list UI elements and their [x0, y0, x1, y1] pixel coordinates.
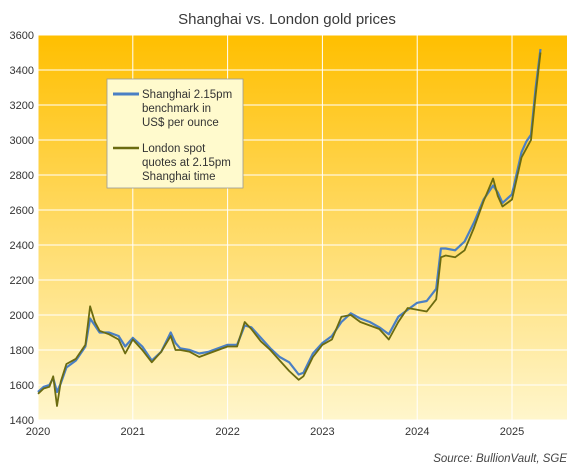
legend: Shanghai 2.15pm benchmark in US$ per oun…	[106, 78, 244, 189]
y-tick-label: 1600	[10, 380, 34, 392]
y-tick-label: 2200	[10, 275, 34, 287]
x-tick-label: 2022	[215, 426, 239, 438]
x-tick-label: 2023	[310, 426, 334, 438]
y-axis: 1400 1600 1800 2000 2200 2400 2600 2800 3000 3200…	[10, 30, 34, 427]
legend-shanghai-line-1: Shanghai 2.15pm	[142, 89, 232, 101]
series-line-shanghai	[37, 48, 542, 394]
y-tick-label: 2800	[10, 170, 34, 182]
legend-label-shanghai: Shanghai 2.15pm benchmark in US$ per oun…	[142, 89, 235, 129]
legend-box	[106, 78, 244, 189]
y-tick-label: 2600	[10, 205, 34, 217]
y-tick-label: 1800	[10, 345, 34, 357]
y-tick-label: 3200	[10, 100, 34, 112]
y-tick-label: 3000	[10, 135, 34, 147]
x-tick-label: 2020	[26, 426, 50, 438]
chart-title: Shanghai vs. London gold prices	[178, 11, 396, 28]
y-tick-label: 2400	[10, 240, 34, 252]
y-tick-label: 1400	[10, 415, 34, 427]
legend-label-london: London spot quotes at 2.15pm Shanghai ti…	[142, 143, 234, 183]
source-note: Source: BullionVault, SGE	[433, 453, 567, 465]
y-tick-label: 3600	[10, 30, 34, 42]
y-tick-label: 3400	[10, 65, 34, 77]
x-tick-label: 2024	[405, 426, 429, 438]
legend-london-line-3: Shanghai time	[142, 171, 216, 183]
legend-shanghai-line-3: US$ per ounce	[142, 117, 219, 129]
x-tick-label: 2025	[500, 426, 524, 438]
legend-shanghai-line-2: benchmark in	[142, 103, 211, 115]
x-axis: 2020 2021 2022 2023 2024 2025	[26, 426, 524, 438]
legend-london-line-1: London spot	[142, 143, 206, 155]
y-tick-label: 2000	[10, 310, 34, 322]
series-line-london	[37, 52, 542, 407]
legend-london-line-2: quotes at 2.15pm	[142, 157, 231, 169]
x-tick-label: 2021	[121, 426, 145, 438]
